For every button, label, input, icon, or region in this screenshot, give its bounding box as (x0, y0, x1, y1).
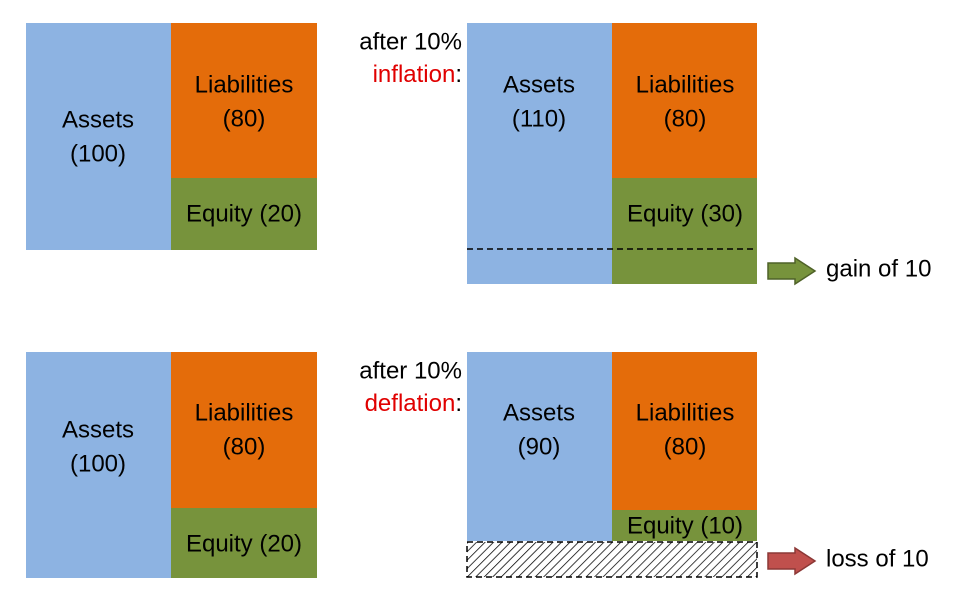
result-label: loss of 10 (826, 545, 929, 572)
gain-arrow (767, 256, 817, 286)
caption-word: deflation (365, 390, 456, 417)
assets-block (467, 23, 612, 284)
caption-colon: : (455, 61, 462, 88)
assets-value: (90) (518, 433, 561, 460)
assets-value: (100) (70, 140, 126, 167)
assets-label: Assets (62, 416, 134, 443)
liabilities-value: (80) (664, 433, 707, 460)
liabilities-block (171, 23, 317, 178)
equity-label: Equity (20) (186, 200, 302, 227)
liabilities-block (171, 352, 317, 508)
assets-block (26, 23, 171, 250)
caption-line: deflation: (365, 390, 462, 417)
equity-label: Equity (10) (627, 512, 743, 539)
assets-block (467, 352, 612, 541)
caption: after 10% (359, 28, 462, 55)
caption-line: inflation: (373, 61, 462, 88)
liabilities-label: Liabilities (195, 71, 294, 98)
liabilities-value: (80) (223, 433, 266, 460)
caption-word: inflation (373, 61, 456, 88)
assets-label: Assets (503, 399, 575, 426)
liabilities-value: (80) (664, 105, 707, 132)
assets-value: (110) (512, 105, 566, 132)
liabilities-label: Liabilities (636, 399, 735, 426)
liabilities-label: Liabilities (636, 71, 735, 98)
equity-label: Equity (20) (186, 530, 302, 557)
loss-arrow (767, 546, 817, 576)
equity-label: Equity (30) (627, 200, 743, 227)
assets-value: (100) (70, 450, 126, 477)
liabilities-label: Liabilities (195, 399, 294, 426)
liabilities-value: (80) (223, 105, 266, 132)
equity-block (171, 178, 317, 250)
loss-area (466, 541, 758, 578)
caption: after 10% (359, 357, 462, 384)
liabilities-block (612, 23, 757, 178)
liabilities-block (612, 352, 757, 510)
assets-label: Assets (62, 106, 134, 133)
equity-block (612, 178, 757, 284)
caption-colon: : (455, 390, 462, 417)
assets-block (26, 352, 171, 578)
assets-label: Assets (503, 71, 575, 98)
equity-block (612, 510, 757, 541)
equity-block (171, 508, 317, 578)
result-label: gain of 10 (826, 255, 931, 282)
